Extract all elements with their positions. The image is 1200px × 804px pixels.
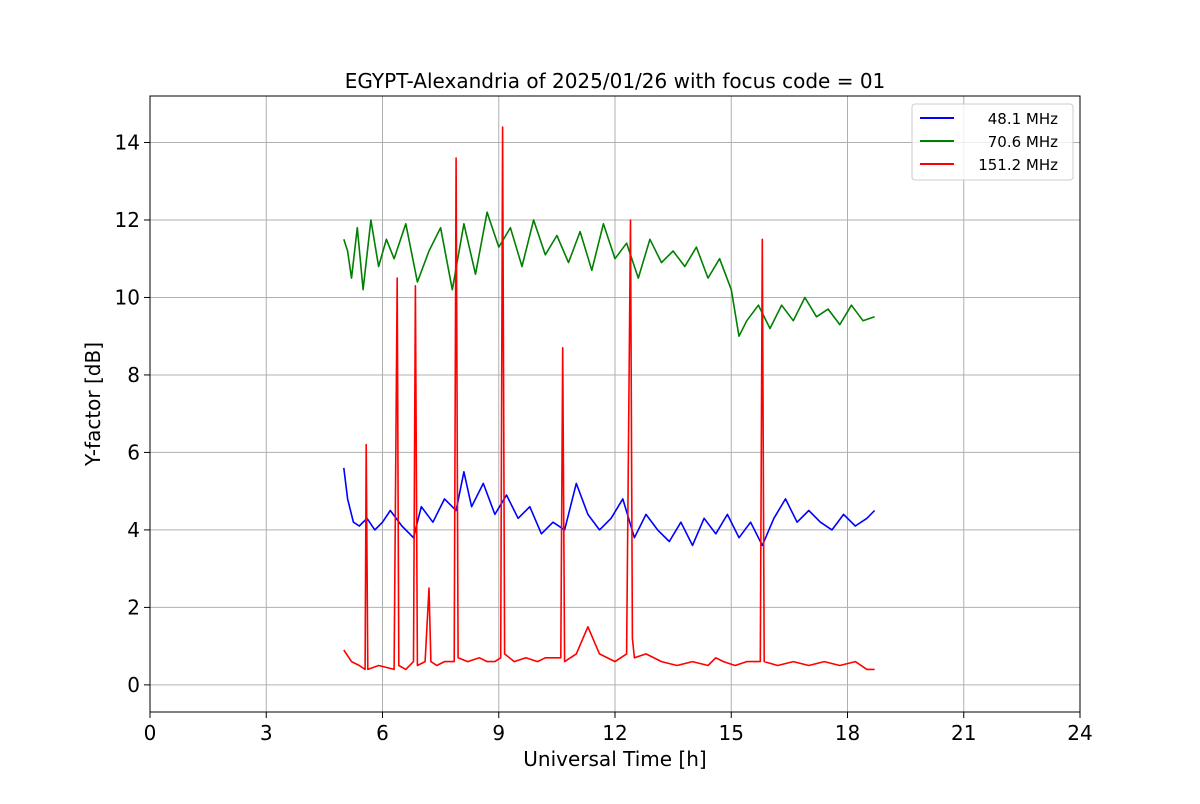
chart-title: EGYPT-Alexandria of 2025/01/26 with focu… bbox=[345, 69, 886, 93]
x-tick-label: 18 bbox=[835, 721, 860, 745]
legend-label: 48.1 MHz bbox=[988, 110, 1058, 128]
x-tick-label: 12 bbox=[602, 721, 627, 745]
grid-layer bbox=[149, 96, 1081, 712]
legend: 48.1 MHz 70.6 MHz 151.2 MHz bbox=[911, 103, 1074, 181]
series-line-0 bbox=[343, 467, 876, 547]
x-tick-label: 0 bbox=[144, 721, 157, 745]
y-tick-label: 6 bbox=[127, 440, 140, 464]
series-layer bbox=[343, 126, 876, 671]
y-tick-label: 0 bbox=[127, 673, 140, 697]
legend-label: 151.2 MHz bbox=[978, 156, 1058, 174]
y-tick-label: 2 bbox=[127, 595, 140, 619]
y-tick-label: 12 bbox=[115, 208, 140, 232]
y-axis-label: Y-factor [dB] bbox=[81, 342, 105, 467]
x-tick-label: 21 bbox=[951, 721, 976, 745]
x-tick-label: 3 bbox=[260, 721, 273, 745]
x-tick-label: 24 bbox=[1067, 721, 1092, 745]
y-tick-label: 8 bbox=[127, 363, 140, 387]
y-tick-label: 14 bbox=[115, 130, 140, 154]
x-tick-label: 9 bbox=[492, 721, 505, 745]
series-line-2 bbox=[343, 126, 875, 671]
x-tick-label: 6 bbox=[376, 721, 389, 745]
y-tick-label: 10 bbox=[115, 285, 140, 309]
legend-box bbox=[911, 103, 1074, 181]
x-tick-label: 15 bbox=[719, 721, 744, 745]
x-axis-label: Universal Time [h] bbox=[523, 747, 706, 771]
legend-label: 70.6 MHz bbox=[988, 133, 1058, 151]
y-tick-label: 4 bbox=[127, 518, 140, 542]
series-line-1 bbox=[343, 211, 875, 338]
